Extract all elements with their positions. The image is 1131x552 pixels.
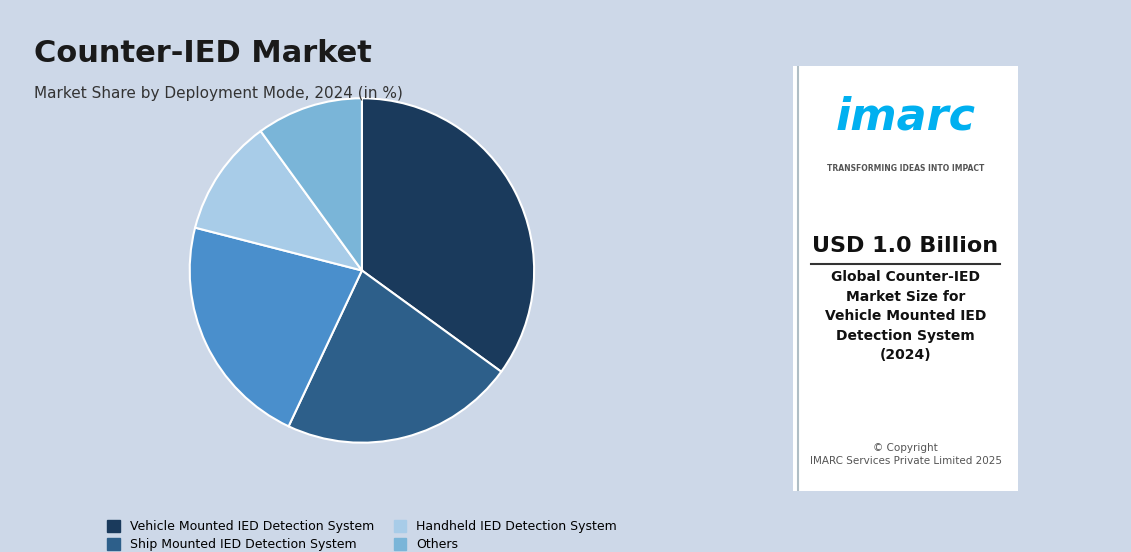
Text: USD 1.0 Billion: USD 1.0 Billion bbox=[812, 236, 999, 256]
Text: Global Counter-IED
Market Size for
Vehicle Mounted IED
Detection System
(2024): Global Counter-IED Market Size for Vehic… bbox=[824, 270, 986, 362]
Wedge shape bbox=[260, 98, 362, 270]
Text: Market Share by Deployment Mode, 2024 (in %): Market Share by Deployment Mode, 2024 (i… bbox=[34, 86, 403, 100]
Wedge shape bbox=[362, 98, 534, 371]
Text: © Copyright
IMARC Services Private Limited 2025: © Copyright IMARC Services Private Limit… bbox=[810, 443, 1002, 466]
Wedge shape bbox=[190, 227, 362, 426]
Text: TRANSFORMING IDEAS INTO IMPACT: TRANSFORMING IDEAS INTO IMPACT bbox=[827, 164, 984, 173]
Wedge shape bbox=[196, 131, 362, 270]
Legend: Vehicle Mounted IED Detection System, Ship Mounted IED Detection System, Aircraf: Vehicle Mounted IED Detection System, Sh… bbox=[102, 515, 622, 552]
Text: Counter-IED Market: Counter-IED Market bbox=[34, 39, 372, 68]
Text: imarc: imarc bbox=[836, 96, 976, 139]
FancyBboxPatch shape bbox=[793, 66, 1018, 491]
Wedge shape bbox=[288, 270, 501, 443]
